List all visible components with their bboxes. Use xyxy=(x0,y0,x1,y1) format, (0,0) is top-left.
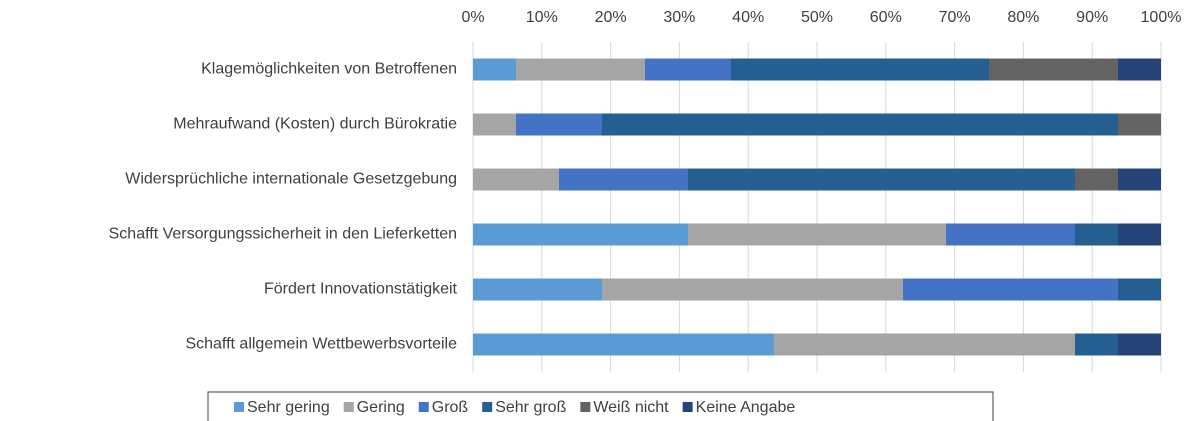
x-tick-label: 80% xyxy=(1007,9,1039,26)
bar-segment xyxy=(688,168,1075,191)
bar-segment xyxy=(559,168,688,191)
legend-label: Gering xyxy=(357,399,405,416)
bar-segment xyxy=(1118,168,1161,191)
legend-swatch xyxy=(343,402,354,412)
bar-segment xyxy=(602,278,903,301)
category-label: Schafft allgemein Wettbewerbsvorteile xyxy=(185,336,457,353)
x-tick-label: 10% xyxy=(526,9,558,26)
x-tick-label: 40% xyxy=(732,9,764,26)
bar-segment xyxy=(516,113,602,136)
category-label: Widersprüchliche internationale Gesetzge… xyxy=(125,171,457,188)
bar-segment xyxy=(1075,168,1118,191)
legend-swatch xyxy=(418,402,429,412)
legend-swatch xyxy=(234,402,244,412)
legend-label: Sehr gering xyxy=(247,399,330,416)
bar-segment xyxy=(903,278,1118,301)
bar-segment xyxy=(946,223,1075,246)
legend-label: Keine Angabe xyxy=(696,399,796,416)
bar-segment xyxy=(602,113,1118,136)
legend-label: Sehr groß xyxy=(495,399,566,416)
bar-segment xyxy=(473,113,516,136)
bar-segment xyxy=(1118,278,1161,301)
category-label: Schafft Versorgungssicherheit in den Lie… xyxy=(109,226,457,243)
bar-segment xyxy=(473,223,688,246)
x-tick-label: 100% xyxy=(1141,9,1182,26)
legend-swatch xyxy=(482,402,493,412)
category-label: Klagemöglichkeiten von Betroffenen xyxy=(201,61,457,78)
x-tick-label: 0% xyxy=(461,9,484,26)
x-tick-label: 60% xyxy=(870,9,902,26)
bar-segment xyxy=(473,278,602,301)
bar-segment xyxy=(645,58,731,81)
bar-segment xyxy=(473,333,774,356)
bar-segment xyxy=(473,58,516,81)
x-tick-label: 70% xyxy=(939,9,971,26)
x-tick-label: 90% xyxy=(1076,9,1108,26)
legend-box xyxy=(207,391,994,421)
bar-segment xyxy=(989,58,1118,81)
bar-segment xyxy=(1118,223,1161,246)
bar-segment xyxy=(473,168,559,191)
x-tick-label: 30% xyxy=(663,9,695,26)
bar-segment xyxy=(1118,58,1161,81)
bar-segment xyxy=(1075,223,1118,246)
x-tick-label: 20% xyxy=(595,9,627,26)
bar-segment xyxy=(516,58,645,81)
legend-label: Weiß nicht xyxy=(593,399,669,416)
category-label: Mehraufwand (Kosten) durch Bürokratie xyxy=(173,116,457,133)
bar-segment xyxy=(731,58,989,81)
bar-segment xyxy=(1118,333,1161,356)
legend-label: Groß xyxy=(432,399,469,416)
legend-swatch xyxy=(682,402,693,412)
bar-segment xyxy=(688,223,946,246)
category-label: Fördert Innovationstätigkeit xyxy=(264,281,458,298)
legend-swatch xyxy=(580,402,591,412)
bar-segment xyxy=(1075,333,1118,356)
bar-segment xyxy=(1118,113,1161,136)
x-tick-label: 50% xyxy=(801,9,833,26)
bar-segment xyxy=(774,333,1075,356)
